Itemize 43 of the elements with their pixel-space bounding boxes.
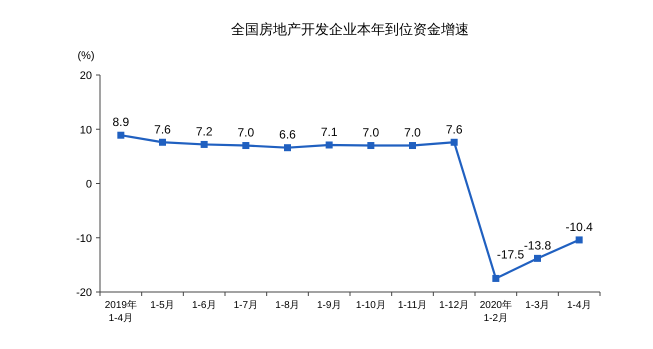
x-tick-label: 1-12月	[439, 300, 470, 311]
data-label: 7.6	[446, 122, 463, 136]
point	[284, 144, 291, 152]
y-axis-title: (%)	[77, 50, 95, 62]
x-tick-label: 1-5月	[150, 300, 175, 311]
x-tick-label: 2020年 1-2月	[480, 299, 512, 324]
data-label: -13.8	[524, 238, 552, 252]
data-label: 7.2	[196, 124, 213, 138]
data-label: 7.0	[237, 126, 254, 140]
point	[492, 274, 500, 282]
x-tick-label: 1-7月	[234, 300, 258, 311]
x-tick-label: 1-10月	[356, 300, 386, 311]
point	[534, 254, 541, 262]
data-label: 7.0	[362, 126, 380, 140]
point	[242, 142, 250, 150]
data-label: 7.0	[404, 126, 422, 140]
point	[367, 142, 374, 150]
y-tick-label: 20	[80, 70, 92, 82]
x-tick-label: 1-3月	[525, 300, 550, 311]
y-tick-label: -20	[76, 287, 92, 299]
y-tick-label: 0	[86, 178, 92, 190]
y-tick-label: 10	[80, 124, 92, 136]
point	[117, 132, 124, 139]
data-label: -17.5	[496, 247, 525, 262]
point	[159, 138, 166, 146]
x-tick-label: 2019年 1-4月	[104, 299, 137, 324]
x-tick-label: 1-6月	[192, 300, 216, 311]
data-label: -10.4	[565, 220, 594, 234]
point	[200, 140, 208, 148]
x-tick-label: 1-9月	[316, 300, 342, 311]
x-tick-label: 1-4月	[566, 300, 592, 311]
x-tick-label: 1-11月	[398, 300, 428, 311]
x-tick-label: 1-8月	[275, 300, 300, 311]
point	[326, 141, 333, 148]
data-label: 6.6	[279, 128, 296, 142]
point	[409, 142, 416, 150]
data-label: 7.6	[154, 122, 172, 136]
point	[576, 236, 583, 244]
data-label: 8.9	[112, 115, 130, 130]
y-tick-label: -10	[76, 232, 92, 245]
point	[450, 138, 458, 146]
data-label: 7.1	[320, 124, 338, 139]
chart-title: 全国房地产开发企业本年到位资金增速	[231, 21, 469, 37]
